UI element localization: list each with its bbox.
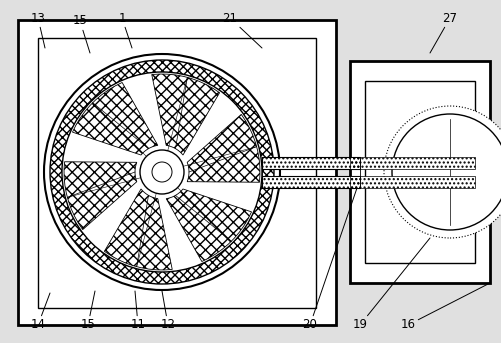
Text: 15: 15 [80,291,95,331]
Text: 14: 14 [31,293,50,331]
Bar [18,20,335,325]
Polygon shape [166,189,251,261]
Text: 19: 19 [352,238,429,331]
Circle shape [62,72,262,272]
Circle shape [50,60,274,284]
Bar [262,176,359,188]
Text: 1: 1 [118,12,132,48]
Bar [349,61,489,283]
Text: 11: 11 [130,291,145,331]
Text: 16: 16 [400,283,489,331]
Circle shape [383,106,501,238]
Text: 21: 21 [222,12,262,48]
Polygon shape [64,162,136,229]
Text: 12: 12 [160,291,175,331]
Bar [364,81,474,263]
Bar [38,38,315,308]
Circle shape [140,150,184,194]
Text: 15: 15 [73,14,90,53]
Circle shape [152,162,172,182]
Bar [262,176,359,188]
Text: 20: 20 [302,188,356,331]
Circle shape [391,114,501,230]
Bar [349,176,474,188]
Circle shape [44,54,280,290]
Bar [262,157,359,188]
Polygon shape [72,82,157,155]
Text: 13: 13 [31,12,46,48]
Bar [262,157,359,169]
Polygon shape [187,115,260,182]
Bar [262,157,359,169]
Bar [349,157,474,169]
Polygon shape [151,74,219,155]
Polygon shape [104,189,172,270]
Text: 27: 27 [429,12,456,53]
